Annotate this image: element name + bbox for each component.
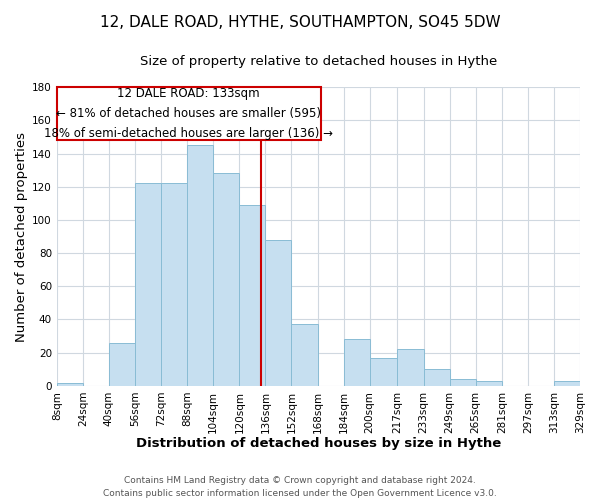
- Text: 12 DALE ROAD: 133sqm
← 81% of detached houses are smaller (595)
18% of semi-deta: 12 DALE ROAD: 133sqm ← 81% of detached h…: [44, 88, 334, 141]
- Bar: [161, 184, 187, 386]
- Bar: [449, 379, 476, 386]
- Bar: [57, 382, 83, 386]
- Y-axis label: Number of detached properties: Number of detached properties: [15, 132, 28, 342]
- Bar: [187, 146, 213, 386]
- Bar: [554, 381, 580, 386]
- FancyBboxPatch shape: [57, 87, 321, 141]
- Bar: [239, 205, 265, 386]
- Title: Size of property relative to detached houses in Hythe: Size of property relative to detached ho…: [140, 55, 497, 68]
- Text: 12, DALE ROAD, HYTHE, SOUTHAMPTON, SO45 5DW: 12, DALE ROAD, HYTHE, SOUTHAMPTON, SO45 …: [100, 15, 500, 30]
- Bar: [265, 240, 292, 386]
- Bar: [424, 370, 449, 386]
- Text: Contains HM Land Registry data © Crown copyright and database right 2024.
Contai: Contains HM Land Registry data © Crown c…: [103, 476, 497, 498]
- Bar: [135, 184, 161, 386]
- Bar: [397, 350, 424, 386]
- Bar: [476, 381, 502, 386]
- Bar: [292, 324, 317, 386]
- Bar: [370, 358, 397, 386]
- X-axis label: Distribution of detached houses by size in Hythe: Distribution of detached houses by size …: [136, 437, 501, 450]
- Bar: [213, 174, 239, 386]
- Bar: [109, 342, 135, 386]
- Bar: [344, 340, 370, 386]
